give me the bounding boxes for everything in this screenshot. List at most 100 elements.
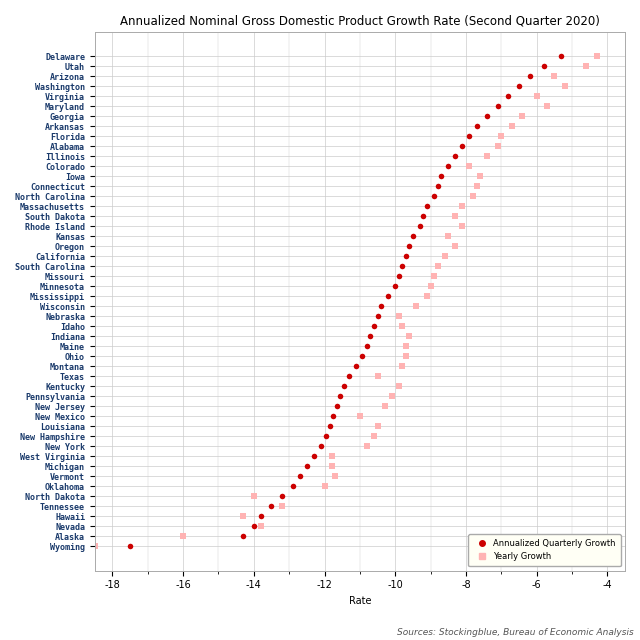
Point bbox=[503, 92, 513, 102]
Point bbox=[408, 231, 418, 241]
Point bbox=[465, 161, 475, 172]
Point bbox=[440, 251, 450, 261]
Point bbox=[394, 271, 404, 282]
Point bbox=[266, 501, 276, 511]
Point bbox=[436, 172, 446, 182]
Point bbox=[362, 341, 372, 351]
Point bbox=[335, 391, 346, 401]
Point bbox=[339, 381, 349, 391]
Point bbox=[238, 511, 248, 521]
Point bbox=[517, 111, 527, 122]
Point bbox=[591, 51, 602, 61]
Point bbox=[332, 401, 342, 412]
Point bbox=[404, 241, 415, 252]
Point bbox=[321, 431, 332, 441]
Point bbox=[429, 271, 439, 282]
Point bbox=[319, 481, 330, 492]
Point bbox=[433, 181, 443, 191]
Point bbox=[308, 451, 319, 461]
Point bbox=[556, 51, 566, 61]
Point bbox=[514, 81, 524, 92]
Point bbox=[369, 321, 379, 332]
Point bbox=[362, 441, 372, 451]
Point bbox=[326, 451, 337, 461]
Point bbox=[496, 131, 506, 141]
Point bbox=[581, 61, 591, 72]
Point bbox=[316, 441, 326, 451]
Point bbox=[372, 371, 383, 381]
Title: Annualized Nominal Gross Domestic Product Growth Rate (Second Quarter 2020): Annualized Nominal Gross Domestic Produc… bbox=[120, 15, 600, 28]
Point bbox=[482, 111, 492, 122]
Point bbox=[401, 341, 411, 351]
Point bbox=[457, 221, 467, 232]
Point bbox=[450, 151, 460, 161]
Point bbox=[387, 391, 397, 401]
Point bbox=[404, 331, 415, 341]
Point bbox=[324, 421, 335, 431]
Point bbox=[249, 491, 259, 501]
Point bbox=[539, 61, 549, 72]
Point bbox=[326, 461, 337, 471]
Point bbox=[465, 131, 475, 141]
Point bbox=[394, 381, 404, 391]
Point bbox=[394, 311, 404, 321]
Point bbox=[560, 81, 570, 92]
Point bbox=[472, 121, 482, 131]
Point bbox=[457, 141, 467, 152]
Point bbox=[383, 291, 393, 301]
Point bbox=[475, 172, 485, 182]
Point bbox=[256, 511, 266, 521]
Point bbox=[401, 251, 411, 261]
Point bbox=[433, 261, 443, 271]
Point bbox=[482, 151, 492, 161]
Point bbox=[390, 281, 401, 291]
Point bbox=[412, 301, 422, 311]
Point bbox=[426, 281, 436, 291]
Point bbox=[457, 201, 467, 211]
Point bbox=[493, 101, 503, 111]
Point bbox=[397, 321, 408, 332]
Point bbox=[443, 231, 453, 241]
Point bbox=[372, 421, 383, 431]
Point bbox=[524, 71, 534, 81]
Point bbox=[549, 71, 559, 81]
Point bbox=[507, 121, 517, 131]
Point bbox=[531, 92, 541, 102]
Point bbox=[178, 531, 188, 541]
Point bbox=[351, 361, 362, 371]
Point bbox=[328, 411, 339, 421]
Point bbox=[294, 471, 305, 481]
Legend: Annualized Quarterly Growth, Yearly Growth: Annualized Quarterly Growth, Yearly Grow… bbox=[468, 534, 621, 566]
Point bbox=[301, 461, 312, 471]
Point bbox=[369, 431, 379, 441]
Point bbox=[376, 301, 386, 311]
Point bbox=[401, 351, 411, 362]
Point bbox=[415, 221, 425, 232]
Point bbox=[422, 291, 432, 301]
Point bbox=[365, 331, 376, 341]
Point bbox=[450, 211, 460, 221]
Text: Sources: Stockingblue, Bureau of Economic Analysis: Sources: Stockingblue, Bureau of Economi… bbox=[397, 628, 634, 637]
Point bbox=[419, 211, 429, 221]
Point bbox=[249, 521, 259, 531]
Point bbox=[372, 311, 383, 321]
Point bbox=[238, 531, 248, 541]
Point bbox=[90, 541, 100, 551]
Point bbox=[472, 181, 482, 191]
Point bbox=[397, 261, 408, 271]
Point bbox=[256, 521, 266, 531]
X-axis label: Rate: Rate bbox=[349, 596, 371, 606]
Point bbox=[356, 351, 367, 362]
Point bbox=[277, 501, 287, 511]
Point bbox=[277, 491, 287, 501]
Point bbox=[422, 201, 432, 211]
Point bbox=[450, 241, 460, 252]
Point bbox=[344, 371, 355, 381]
Point bbox=[542, 101, 552, 111]
Point bbox=[380, 401, 390, 412]
Point bbox=[330, 471, 340, 481]
Point bbox=[443, 161, 453, 172]
Point bbox=[468, 191, 478, 202]
Point bbox=[429, 191, 439, 202]
Point bbox=[355, 411, 365, 421]
